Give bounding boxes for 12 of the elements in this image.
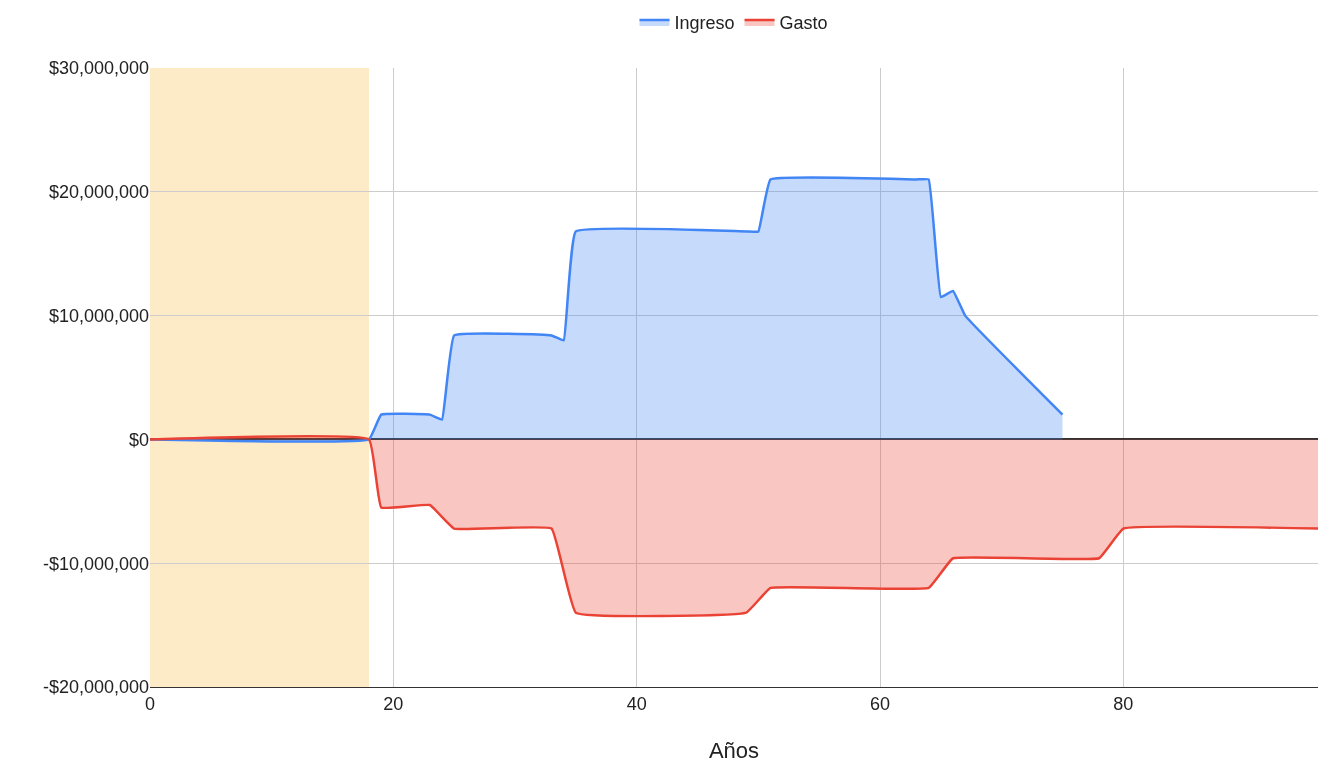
x-tick-label: 60 — [869, 693, 891, 714]
y-tick-label: $0 — [128, 429, 149, 450]
x-axis-title: Años — [708, 738, 760, 764]
legend-label: Ingreso — [674, 13, 735, 34]
y-tick-label: $10,000,000 — [48, 305, 149, 326]
y-tick-label: $20,000,000 — [48, 182, 149, 203]
x-tick-label: 80 — [1113, 693, 1134, 714]
y-tick-label: -$10,000,000 — [42, 553, 149, 574]
y-tick-label: $30,000,000 — [48, 58, 149, 79]
x-tick-label: 40 — [626, 693, 647, 714]
legend-label: Gasto — [779, 13, 828, 34]
x-tick-label: 20 — [383, 693, 404, 714]
